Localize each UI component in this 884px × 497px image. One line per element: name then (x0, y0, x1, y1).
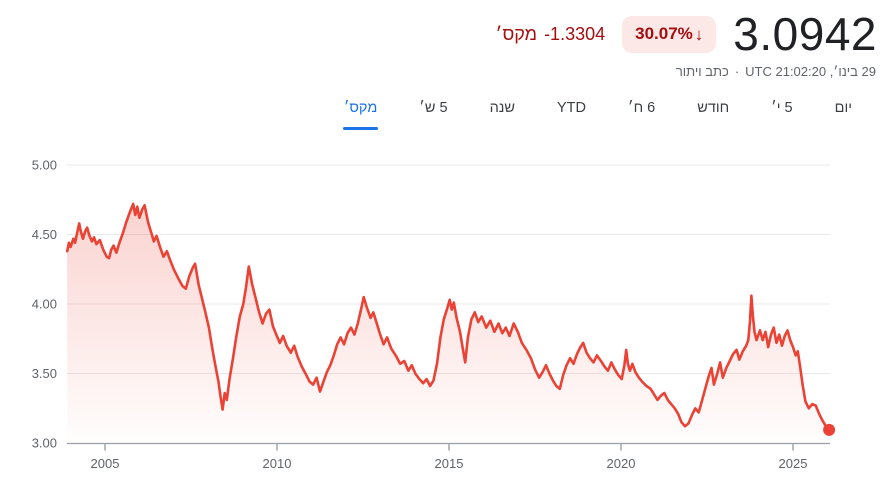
tab-max[interactable]: מקס׳ (342, 97, 379, 131)
tab-1y[interactable]: שנה (489, 97, 516, 131)
area-fill (67, 203, 830, 443)
change-period-label: מקס׳ (495, 23, 538, 44)
price-chart: 3.00 3.50 4.00 4.50 5.00 2005 2010 2015 2020 202… (0, 150, 884, 497)
x-axis-label: 2025 (779, 456, 808, 471)
price-row: 3.0942 ↓ 30.07% -1.3304 מקס׳ (496, 8, 877, 60)
tab-ytd[interactable]: YTD (556, 97, 587, 131)
disclaimer-link[interactable]: כתב ויתור (675, 64, 729, 79)
y-axis-label: 3.50 (32, 366, 57, 381)
y-axis-labels: 3.00 3.50 4.00 4.50 5.00 (32, 158, 57, 451)
quote-subtitle: 29 בינו׳, UTC 21:02:20 · כתב ויתור (676, 64, 876, 79)
y-axis-label: 4.00 (32, 297, 57, 312)
change-percent-value: 30.07% (635, 24, 693, 43)
x-axis-label: 2005 (91, 456, 120, 471)
current-price: 3.0942 (733, 8, 877, 60)
chart-canvas[interactable]: 3.00 3.50 4.00 4.50 5.00 2005 2010 2015 2020 202… (0, 150, 884, 497)
change-percent-badge: ↓ 30.07% (622, 15, 717, 53)
range-tabs: יום 5 י׳ חודש 6 ח׳ YTD שנה 5 ש׳ מקס׳ (342, 97, 853, 131)
price-line (65, 202, 831, 432)
x-axis (67, 442, 830, 451)
tab-1m[interactable]: חודש (696, 97, 730, 131)
timestamp: 29 בינו׳, UTC 21:02:20 (745, 64, 876, 79)
tab-6m[interactable]: 6 ח׳ (627, 97, 656, 131)
change-absolute: -1.3304 מקס׳ (496, 24, 606, 45)
y-axis-label: 4.50 (32, 227, 57, 242)
y-axis-label: 5.00 (32, 158, 57, 173)
tab-5y[interactable]: 5 ש׳ (418, 97, 448, 131)
tab-5d[interactable]: 5 י׳ (770, 97, 793, 131)
x-axis-label: 2010 (263, 456, 292, 471)
x-axis-label: 2015 (435, 456, 464, 471)
x-axis-label: 2020 (607, 456, 636, 471)
y-axis-label: 3.00 (32, 436, 57, 451)
tab-1d[interactable]: יום (834, 97, 853, 131)
latest-price-dot (823, 423, 836, 436)
x-axis-labels: 2005 2010 2015 2020 2025 (91, 456, 808, 471)
arrow-down-icon: ↓ (694, 24, 704, 44)
change-value: -1.3304 (544, 23, 606, 44)
separator-dot: · (734, 64, 740, 79)
